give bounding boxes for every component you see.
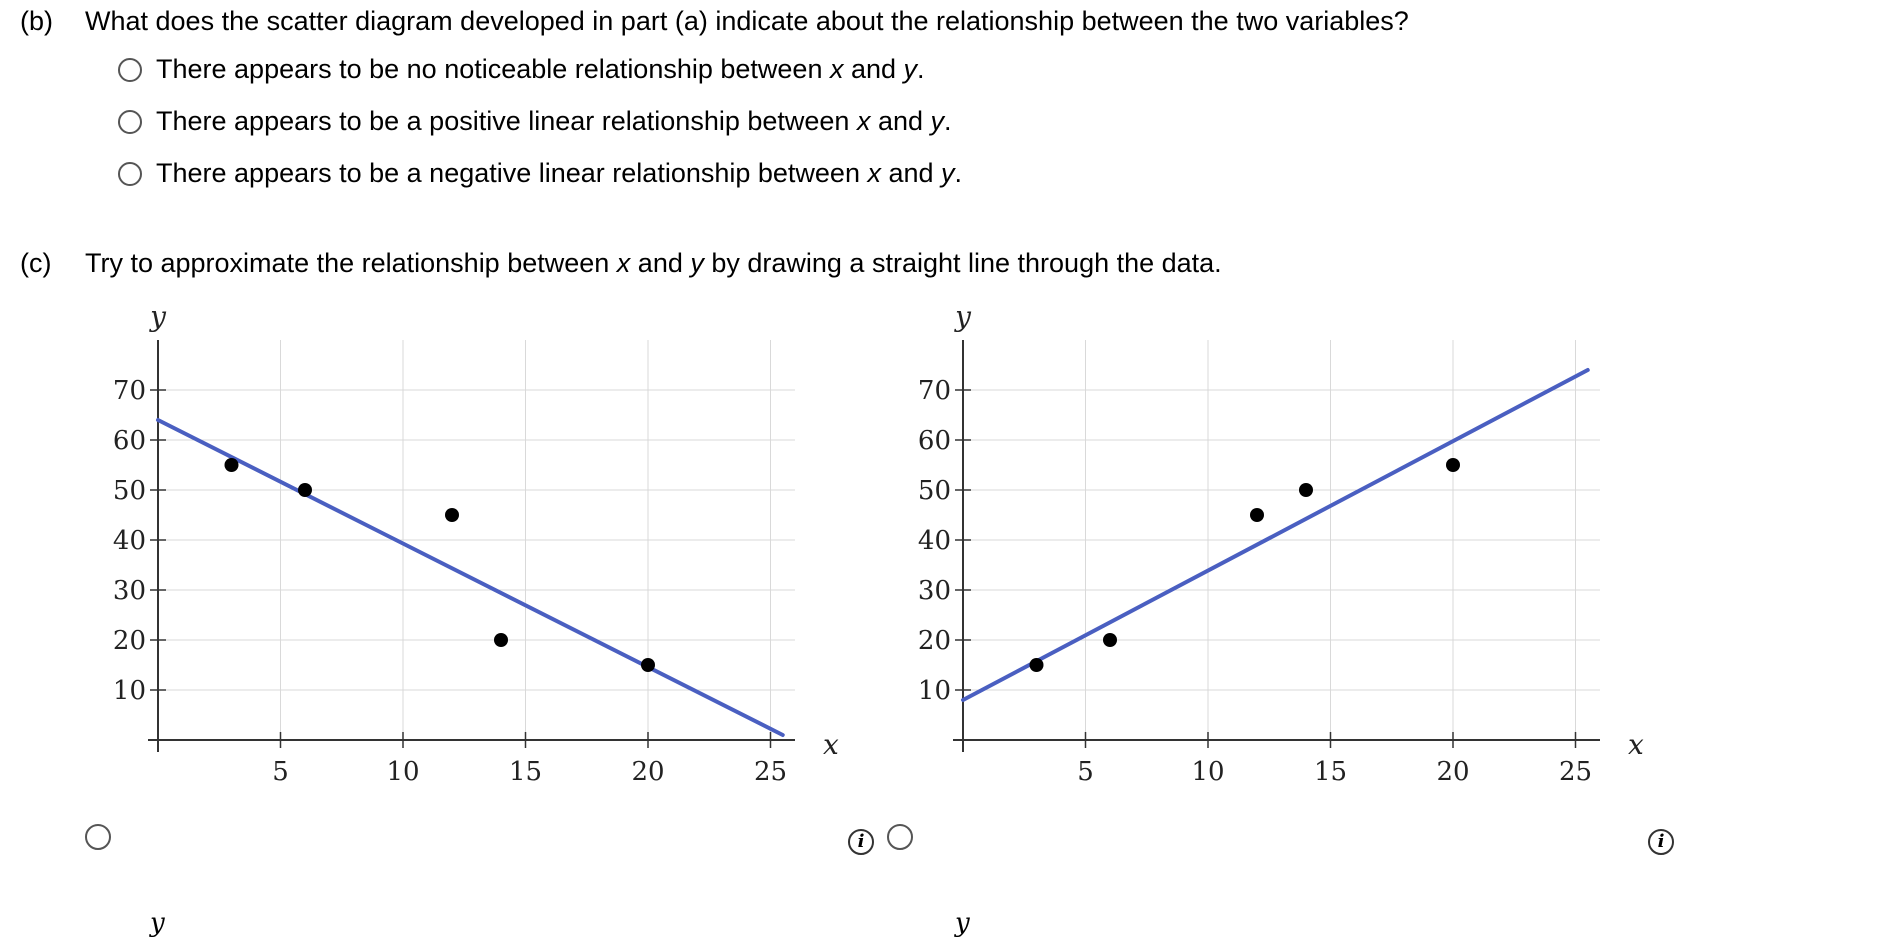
y-tick-label: 40: [113, 526, 146, 556]
y-tick-label: 50: [918, 476, 951, 506]
option-text: There appears to be a positive linear re…: [156, 106, 952, 136]
trend-line-group: [961, 368, 1590, 702]
y-tick-label: 40: [918, 526, 951, 556]
part-b-label: (b): [20, 6, 53, 36]
y-axis-label: y: [148, 300, 167, 333]
y-tick-label: 60: [113, 426, 146, 456]
data-point: [445, 508, 459, 522]
axis-labels: xy: [953, 300, 1644, 761]
data-point: [1299, 483, 1313, 497]
option-positive-linear[interactable]: There appears to be a positive linear re…: [118, 106, 952, 137]
radio-positive-linear[interactable]: [118, 109, 142, 134]
y-tick-label: 70: [918, 376, 951, 406]
part-c-question: Try to approximate the relationship betw…: [85, 248, 1222, 278]
x-tick-label: 10: [386, 757, 419, 787]
y-tick-label: 30: [113, 576, 146, 606]
part-c-label: (c): [20, 248, 52, 278]
x-tick-label: 15: [509, 757, 542, 787]
chart-grid: [963, 340, 1600, 740]
data-point-group: [1029, 458, 1460, 672]
radio-no-relationship[interactable]: [118, 57, 142, 82]
y-tick-label: 50: [113, 476, 146, 506]
y-tick-label: 20: [918, 626, 951, 656]
x-tick-label: 5: [272, 757, 289, 787]
y-axis-label: y: [953, 300, 972, 333]
chart-axes: [953, 340, 1600, 752]
chart-axes: [148, 340, 795, 752]
data-point-group: [224, 458, 655, 672]
option-text: There appears to be no noticeable relati…: [156, 54, 925, 84]
x-tick-label: 20: [631, 757, 664, 787]
data-point: [1029, 658, 1044, 672]
x-tick-label: 25: [1559, 757, 1592, 787]
data-point: [641, 658, 655, 672]
chart-ticks: 5 10 15 20 25 10 20 30 40 50 60 70: [918, 376, 1592, 787]
y-tick-label: 70: [113, 376, 146, 406]
info-icon[interactable]: i: [848, 829, 874, 855]
y-tick-label: 30: [918, 576, 951, 606]
y-tick-label: 60: [918, 426, 951, 456]
trend-line-group: [156, 418, 785, 737]
radio-graph-2[interactable]: [887, 824, 913, 850]
x-tick-label: 15: [1314, 757, 1347, 787]
data-point: [1250, 508, 1264, 522]
y-tick-label: 20: [113, 626, 146, 656]
x-tick-label: 10: [1191, 757, 1224, 787]
next-chart-y-label: y: [150, 908, 165, 938]
info-icon[interactable]: i: [1648, 829, 1674, 855]
data-point: [1103, 633, 1117, 647]
option-negative-linear[interactable]: There appears to be a negative linear re…: [118, 158, 962, 189]
data-point: [224, 458, 239, 472]
axis-labels: xy: [148, 300, 839, 761]
x-tick-label: 25: [754, 757, 787, 787]
option-no-relationship[interactable]: There appears to be no noticeable relati…: [118, 54, 925, 85]
chart-ticks: 5 10 15 20 25 10 20 30 40 50 60 70: [113, 376, 787, 787]
chart-grid: [158, 340, 795, 740]
x-tick-label: 5: [1077, 757, 1094, 787]
data-point: [494, 633, 508, 647]
x-tick-label: 20: [1436, 757, 1469, 787]
y-tick-label: 10: [113, 676, 146, 706]
x-axis-label: x: [823, 728, 839, 761]
next-chart-y-label: y: [955, 908, 970, 938]
y-tick-label: 10: [918, 676, 951, 706]
option-text: There appears to be a negative linear re…: [156, 158, 963, 188]
data-point: [298, 483, 312, 497]
trend-line: [156, 418, 785, 737]
radio-negative-linear[interactable]: [118, 161, 142, 186]
x-axis-label: x: [1628, 728, 1644, 761]
trend-line: [961, 368, 1590, 702]
part-b-question: What does the scatter diagram developed …: [85, 6, 1409, 36]
radio-graph-1[interactable]: [85, 824, 111, 850]
data-point: [1446, 458, 1460, 472]
